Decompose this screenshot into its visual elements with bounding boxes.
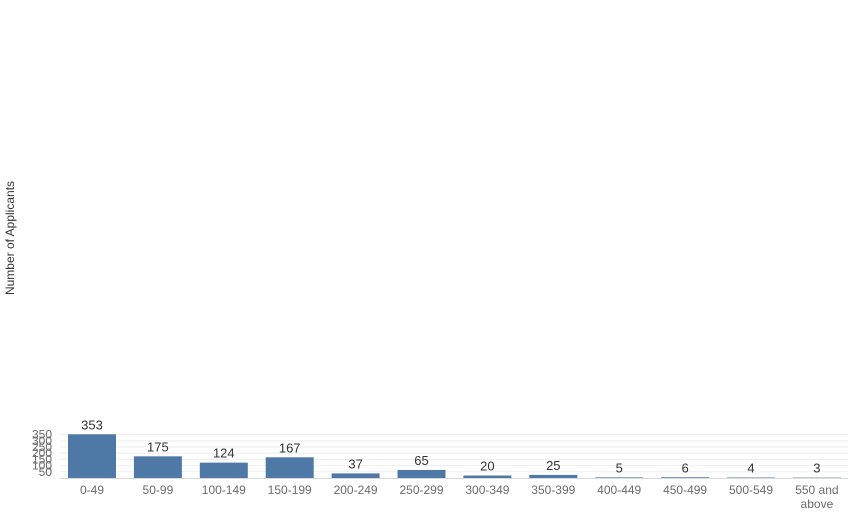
x-tick-label: 150-199 xyxy=(268,483,312,497)
bars xyxy=(68,434,841,478)
data-label: 4 xyxy=(747,461,754,476)
y-axis-title: Number of Applicants xyxy=(3,181,17,295)
bar-400-449 xyxy=(595,477,644,478)
bar-100-149 xyxy=(199,462,248,478)
data-label: 353 xyxy=(81,417,103,432)
bar-150-199 xyxy=(265,457,314,478)
x-tick-label: 200-249 xyxy=(334,483,378,497)
x-tick-label: 50-99 xyxy=(143,483,174,497)
bar-50-99 xyxy=(133,456,182,478)
bar-250-299 xyxy=(397,469,446,478)
x-tick-label: 450-499 xyxy=(663,483,707,497)
x-tick-label: 400-449 xyxy=(597,483,641,497)
bar-350-399 xyxy=(529,474,578,478)
data-label: 25 xyxy=(546,458,560,473)
data-label: 175 xyxy=(147,439,169,454)
y-tick-label: 250 xyxy=(32,440,52,454)
x-axis-ticks: 0-49 50-99 100-149 150-199 200-249 250-299 300… xyxy=(80,483,839,511)
y-tick-label: 300 xyxy=(32,434,52,448)
bar-300-349 xyxy=(463,475,512,478)
y-tick-label: 200 xyxy=(32,446,52,460)
bar-450-499 xyxy=(661,477,710,478)
bar-0-49 xyxy=(68,434,116,478)
y-tick-label: 150 xyxy=(32,452,52,466)
data-label: 124 xyxy=(213,446,235,461)
bar-200-249 xyxy=(331,473,380,478)
grid-lines xyxy=(60,434,848,473)
y-tick-label: 100 xyxy=(32,459,52,473)
data-label: 5 xyxy=(616,460,623,475)
x-tick-label: 500-549 xyxy=(729,483,773,497)
x-tick-label: 550 and above xyxy=(795,483,838,511)
data-label: 6 xyxy=(681,460,688,475)
data-label: 20 xyxy=(480,459,494,474)
y-tick-label: 0 xyxy=(45,465,52,479)
data-label: 3 xyxy=(813,461,820,476)
x-tick-label: 350-399 xyxy=(531,483,575,497)
data-label: 65 xyxy=(414,453,428,468)
data-label: 37 xyxy=(348,456,362,471)
x-tick-label: 0-49 xyxy=(80,483,104,497)
data-label: 167 xyxy=(279,440,301,455)
y-tick-label: 350 xyxy=(32,428,52,442)
value-labels: 353 175 124 167 37 65 20 25 5 6 4 3 xyxy=(81,417,820,475)
x-tick-label: 250-299 xyxy=(399,483,443,497)
x-tick-label: 100-149 xyxy=(202,483,246,497)
x-tick-label: 300-349 xyxy=(465,483,509,497)
y-tick-label: 50 xyxy=(39,465,53,479)
